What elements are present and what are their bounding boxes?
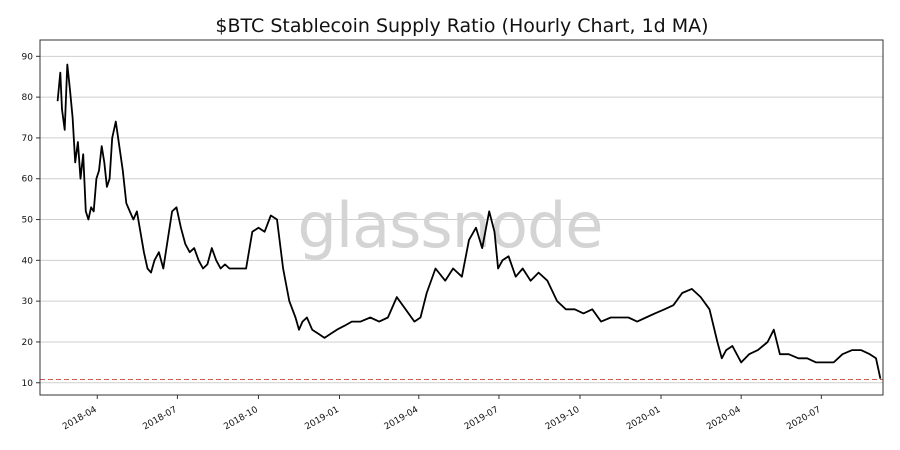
series-line bbox=[56, 63, 882, 379]
x-tick-label: 2018-07 bbox=[141, 405, 179, 432]
x-tick-label: 2020-04 bbox=[705, 405, 743, 433]
x-tick-label: 2019-01 bbox=[303, 405, 341, 432]
x-tick-label: 2020-07 bbox=[785, 405, 823, 432]
y-tick-label: 90 bbox=[22, 52, 34, 62]
y-tick-label: 50 bbox=[22, 216, 34, 226]
chart-title: $BTC Stablecoin Supply Ratio (Hourly Cha… bbox=[215, 15, 708, 37]
y-tick-label: 20 bbox=[22, 338, 34, 348]
y-tick-label: 30 bbox=[22, 297, 34, 307]
glassnode-watermark: glassnode bbox=[298, 189, 603, 262]
gridlines bbox=[40, 55, 883, 384]
x-tick-label: 2019-07 bbox=[463, 405, 501, 432]
x-tick-label: 2019-04 bbox=[383, 405, 421, 433]
y-tick-label: 10 bbox=[22, 379, 34, 389]
y-tick-label: 70 bbox=[22, 134, 34, 144]
y-tick-label: 60 bbox=[22, 175, 34, 185]
x-tick-label: 2020-01 bbox=[625, 405, 663, 432]
x-tick-label: 2018-10 bbox=[222, 405, 260, 433]
y-tick-label: 80 bbox=[22, 93, 34, 103]
plot-frame bbox=[39, 39, 884, 396]
x-tick-label: 2018-04 bbox=[61, 405, 99, 433]
y-axis: 10 20 30 40 50 60 70 80 90 bbox=[22, 52, 40, 389]
x-tick-label: 2019-10 bbox=[544, 405, 582, 433]
x-axis: 2018-04 2018-07 2018-10 2019-01 2019-04 2019-… bbox=[61, 395, 823, 432]
series-group bbox=[56, 63, 882, 379]
y-tick-label: 40 bbox=[22, 256, 34, 266]
